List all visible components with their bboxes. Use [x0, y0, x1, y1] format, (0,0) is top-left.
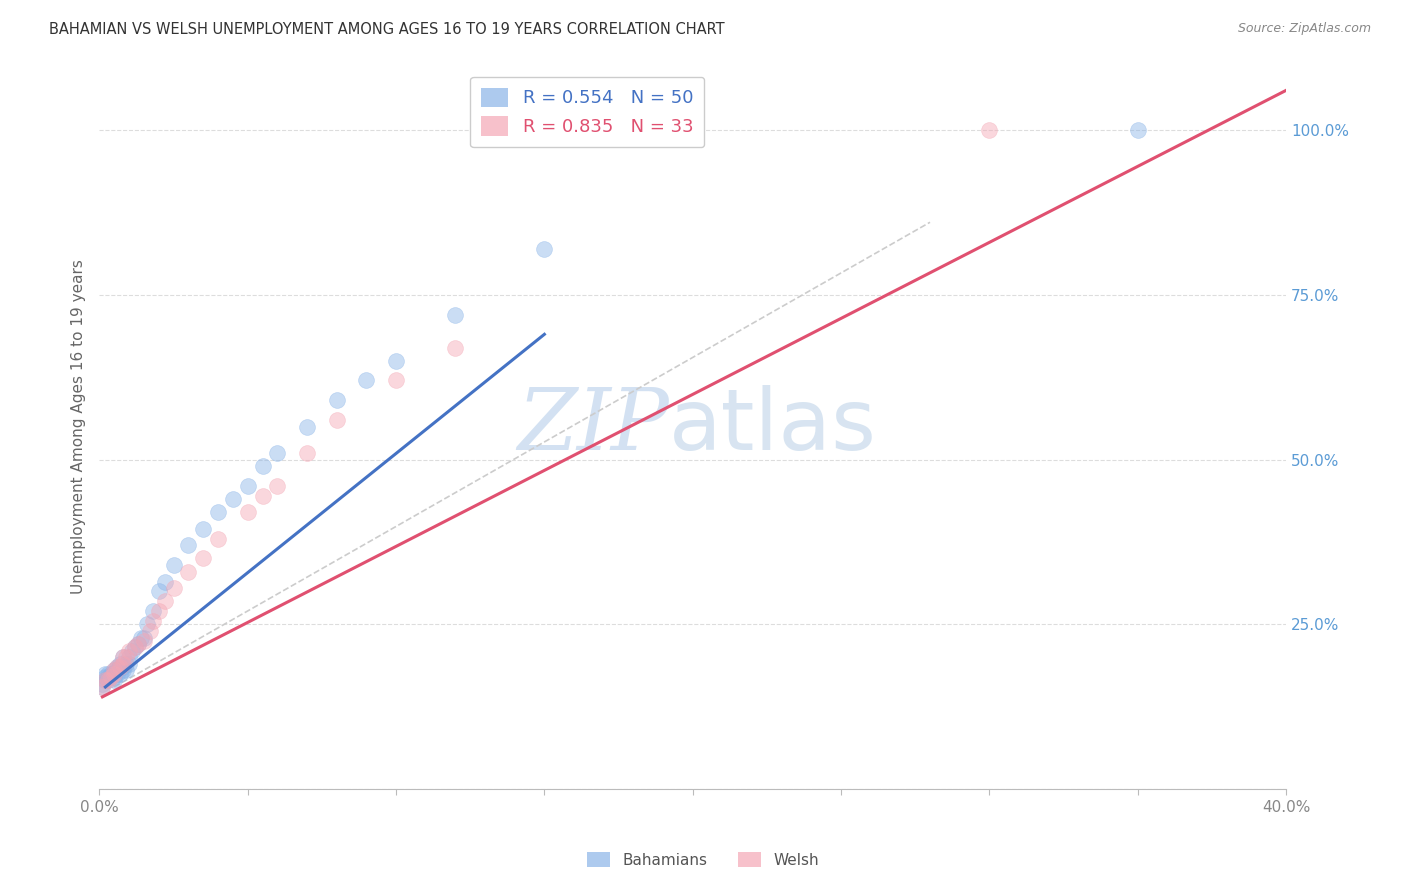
- Point: [91, 680, 114, 694]
- Point: [100, 670, 122, 684]
- Point: [1126, 123, 1149, 137]
- Point: [135, 617, 157, 632]
- Point: [112, 664, 135, 678]
- Point: [112, 650, 135, 665]
- Legend: R = 0.554   N = 50, R = 0.835   N = 33: R = 0.554 N = 50, R = 0.835 N = 33: [471, 77, 704, 147]
- Point: [97, 673, 120, 688]
- Point: [97, 670, 120, 684]
- Point: [139, 624, 162, 638]
- Point: [385, 353, 408, 368]
- Point: [112, 660, 135, 674]
- Point: [162, 581, 184, 595]
- Point: [108, 660, 131, 674]
- Point: [207, 505, 229, 519]
- Point: [148, 584, 170, 599]
- Point: [252, 489, 274, 503]
- Point: [266, 479, 288, 493]
- Point: [121, 644, 143, 658]
- Point: [103, 666, 125, 681]
- Point: [148, 604, 170, 618]
- Point: [207, 532, 229, 546]
- Point: [108, 666, 131, 681]
- Point: [385, 374, 408, 388]
- Text: BAHAMIAN VS WELSH UNEMPLOYMENT AMONG AGES 16 TO 19 YEARS CORRELATION CHART: BAHAMIAN VS WELSH UNEMPLOYMENT AMONG AGE…: [49, 22, 725, 37]
- Point: [91, 680, 114, 694]
- Point: [295, 419, 318, 434]
- Point: [153, 594, 176, 608]
- Point: [193, 551, 215, 566]
- Y-axis label: Unemployment Among Ages 16 to 19 years: Unemployment Among Ages 16 to 19 years: [72, 260, 86, 594]
- Point: [326, 413, 349, 427]
- Point: [222, 492, 245, 507]
- Point: [682, 123, 704, 137]
- Point: [115, 664, 138, 678]
- Point: [129, 631, 152, 645]
- Point: [91, 676, 114, 690]
- Point: [94, 673, 117, 688]
- Point: [94, 666, 117, 681]
- Point: [356, 374, 378, 388]
- Text: atlas: atlas: [669, 385, 877, 468]
- Point: [295, 446, 318, 460]
- Point: [108, 657, 131, 671]
- Point: [108, 660, 131, 674]
- Point: [124, 640, 146, 655]
- Point: [103, 664, 125, 678]
- Text: Source: ZipAtlas.com: Source: ZipAtlas.com: [1237, 22, 1371, 36]
- Point: [105, 664, 128, 678]
- Point: [100, 666, 122, 681]
- Point: [444, 308, 467, 322]
- Point: [94, 670, 117, 684]
- Point: [236, 479, 259, 493]
- Point: [266, 446, 288, 460]
- Point: [153, 574, 176, 589]
- Point: [103, 664, 125, 678]
- Point: [533, 123, 555, 137]
- Point: [115, 650, 138, 665]
- Legend: Bahamians, Welsh: Bahamians, Welsh: [581, 846, 825, 873]
- Point: [533, 242, 555, 256]
- Point: [115, 657, 138, 671]
- Point: [127, 637, 149, 651]
- Point: [103, 670, 125, 684]
- Point: [124, 640, 146, 655]
- Point: [979, 123, 1001, 137]
- Point: [105, 660, 128, 674]
- Point: [100, 670, 122, 684]
- Point: [94, 673, 117, 688]
- Point: [252, 459, 274, 474]
- Point: [118, 644, 141, 658]
- Text: ZIP: ZIP: [517, 385, 669, 468]
- Point: [132, 633, 155, 648]
- Point: [118, 657, 141, 671]
- Point: [193, 522, 215, 536]
- Point: [177, 565, 200, 579]
- Point: [177, 538, 200, 552]
- Point: [112, 650, 135, 665]
- Point: [142, 614, 165, 628]
- Point: [444, 341, 467, 355]
- Point: [97, 666, 120, 681]
- Point: [112, 657, 135, 671]
- Point: [132, 631, 155, 645]
- Point: [105, 660, 128, 674]
- Point: [162, 558, 184, 572]
- Point: [97, 673, 120, 688]
- Point: [236, 505, 259, 519]
- Point: [142, 604, 165, 618]
- Point: [127, 637, 149, 651]
- Point: [103, 673, 125, 688]
- Point: [118, 650, 141, 665]
- Point: [326, 393, 349, 408]
- Point: [105, 666, 128, 681]
